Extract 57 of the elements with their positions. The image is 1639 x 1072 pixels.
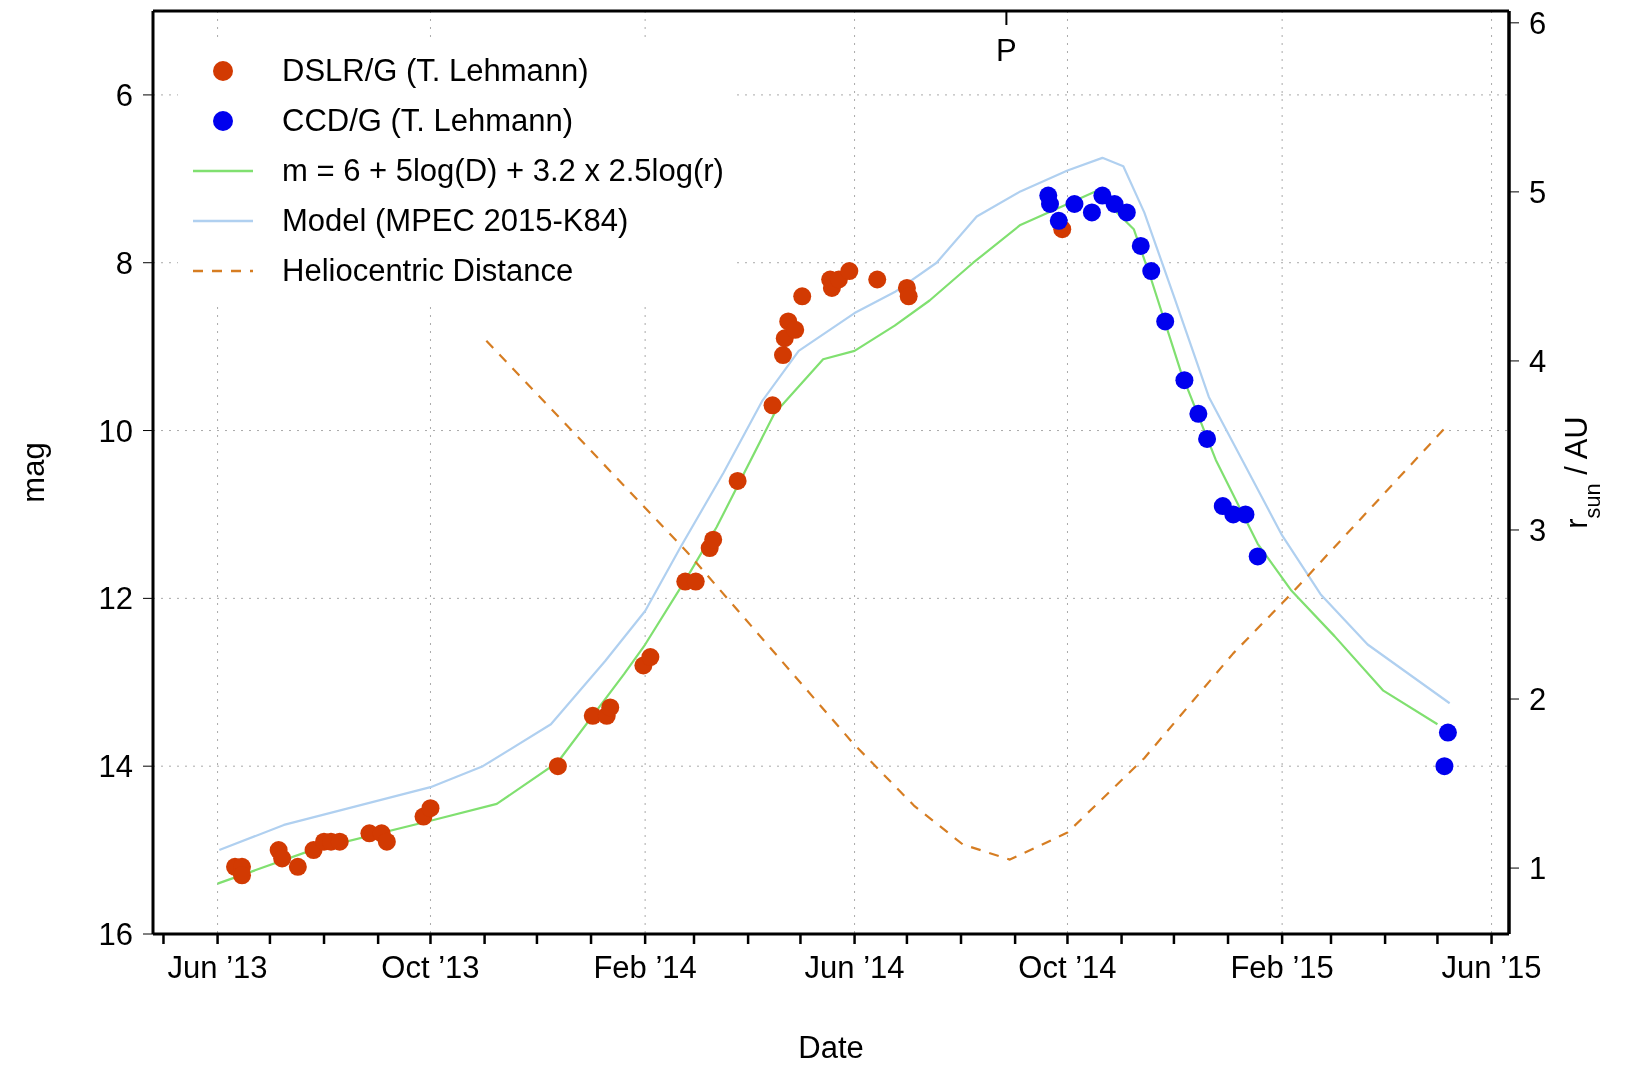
point (1175, 371, 1194, 390)
point (1198, 429, 1217, 448)
y-tick-label: 6 (115, 77, 133, 113)
legend-label: DSLR/G (T. Lehmann) (282, 53, 589, 89)
point (763, 396, 782, 415)
point (1065, 194, 1084, 213)
point (840, 262, 859, 281)
y-axis-title: mag (16, 442, 52, 503)
point (1248, 547, 1267, 566)
legend-label: CCD/G (T. Lehmann) (282, 103, 574, 139)
x-tick-label: Feb ’15 (1230, 950, 1334, 986)
point (1438, 723, 1457, 742)
point (786, 320, 805, 339)
point (793, 287, 812, 306)
y-tick-label: 8 (115, 245, 133, 281)
point (641, 648, 660, 667)
x-tick-label: Jun ’15 (1441, 950, 1542, 986)
y2-tick-label: 1 (1529, 851, 1547, 887)
point (1117, 203, 1136, 222)
point (548, 757, 567, 776)
point (273, 849, 292, 868)
x-axis-title: Date (798, 1030, 864, 1065)
legend-label: Model (MPEC 2015-K84) (282, 203, 629, 239)
point (728, 471, 747, 490)
y-tick-label: 10 (98, 413, 133, 449)
point (1082, 203, 1101, 222)
point (1105, 194, 1124, 213)
line-series (485, 339, 1446, 861)
legend-label: m = 6 + 5log(D) + 3.2 x 2.5log(r) (282, 153, 724, 189)
ref-line-label: P (996, 33, 1017, 68)
x-tick-label: Jun ’13 (167, 950, 268, 986)
point (288, 857, 307, 876)
point (1142, 262, 1161, 281)
y2-tick-label: 2 (1529, 682, 1547, 718)
point (1156, 312, 1175, 331)
x-tick-label: Oct ’13 (381, 950, 480, 986)
y2-tick-label: 3 (1529, 512, 1547, 548)
point (774, 346, 793, 365)
point (377, 832, 396, 851)
point (1049, 211, 1068, 230)
point (1435, 757, 1454, 776)
y-tick-label: 16 (98, 917, 133, 953)
y-tick-label: 14 (98, 749, 133, 785)
point (601, 698, 620, 717)
y2-tick-label: 4 (1529, 343, 1547, 379)
point (704, 530, 723, 549)
point (868, 270, 887, 289)
point (1189, 404, 1208, 423)
point (421, 799, 440, 818)
x-tick-label: Oct ’14 (1018, 950, 1117, 986)
x-tick-label: Feb ’14 (593, 950, 697, 986)
x-tick-label: Jun ’14 (804, 950, 905, 986)
legend-label: Heliocentric Distance (282, 253, 574, 289)
y-tick-label: 12 (98, 581, 133, 617)
point (1131, 236, 1150, 255)
y2-tick-label: 6 (1529, 5, 1547, 41)
y2-tick-label: 5 (1529, 174, 1547, 210)
